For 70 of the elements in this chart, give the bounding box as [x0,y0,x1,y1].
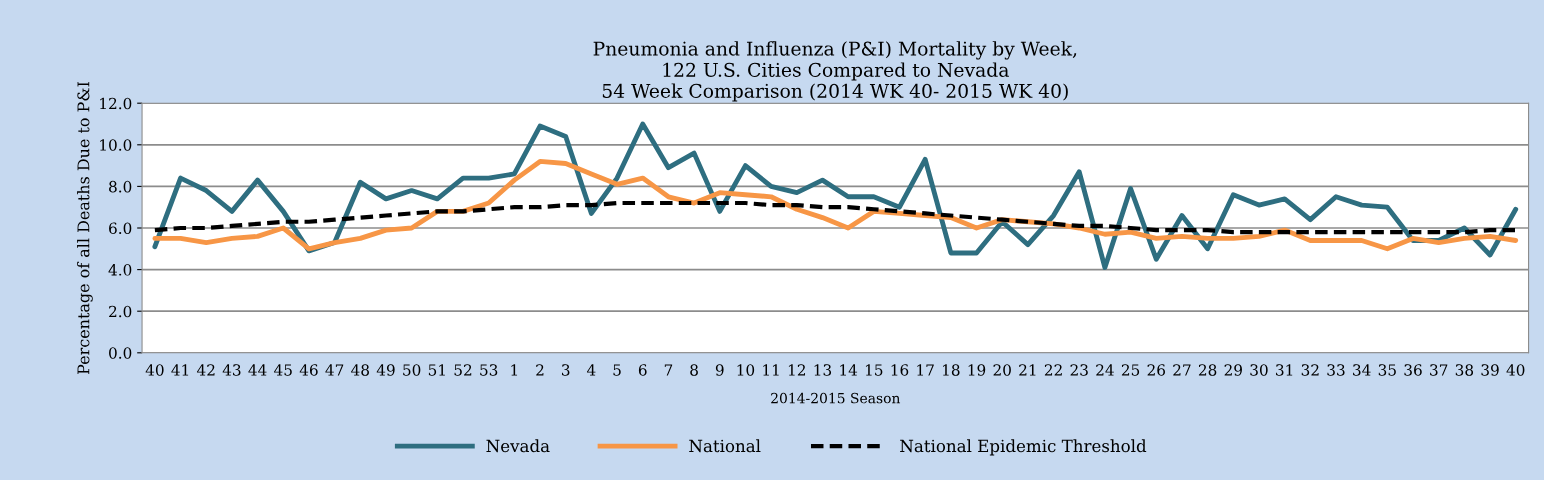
x-tick-label: 47 [325,364,344,376]
x-tick-label: 49 [376,364,395,376]
x-tick-label: 40 [145,364,164,376]
x-tick-label: 29 [1224,364,1242,376]
x-tick-label: 15 [865,364,883,376]
y-tick-label: 12.0 [100,97,132,110]
x-tick-label: 52 [454,364,472,376]
chart-title: Pneumonia and Influenza (P&I) Mortality by Week, 122 U.S. Cities Compared to Nevada 54 Week Comparison (2014 WK 40- 2015 WK 40) [593,41,1077,102]
y-tick-label: 4.0 [108,264,132,276]
x-tick-label: 41 [171,364,189,376]
x-tick-label: 7 [664,364,673,376]
x-tick-label: 17 [917,364,934,376]
x-tick-label: 25 [1121,364,1140,376]
y-tick-label: 0.0 [109,347,132,359]
line-series [152,200,1518,235]
x-tick-label: 4 [586,364,596,376]
x-tick-label: 10 [737,364,755,376]
x-tick-label: 34 [1353,364,1371,376]
x-tick-label: 26 [1147,364,1166,376]
x-tick-label: 53 [480,364,498,376]
x-tick-label: 23 [1070,364,1088,376]
x-tick-label: 19 [968,364,986,376]
x-tick-label: 30 [1250,364,1268,376]
y-axis-title: Percentage of all Deaths Due to P&I [77,82,93,374]
line-series [152,159,1519,252]
x-tick-label: 8 [690,364,698,376]
x-tick-label: 27 [1173,364,1191,376]
x-tick-label: 40 [1506,364,1525,376]
x-tick-label: 38 [1455,364,1474,376]
x-tick-label: 48 [351,364,369,376]
x-tick-label: 11 [763,364,779,376]
y-tick-label: 8.0 [109,180,132,193]
line-series [152,121,1519,270]
x-tick-label: 33 [1327,364,1345,376]
legend-label: National [689,439,761,453]
x-tick-label: 16 [891,364,909,376]
legend-label: Nevada [486,439,550,453]
x-tick-label: 14 [840,364,858,376]
x-tick-label: 21 [1019,364,1036,376]
x-tick-label: 5 [613,364,621,376]
x-tick-label: 42 [196,364,215,376]
x-tick-label: 36 [1404,364,1422,376]
x-tick-label: 3 [562,364,570,376]
y-tick-label: 10.0 [100,139,132,151]
x-tick-label: 24 [1096,364,1114,376]
x-tick-label: 50 [403,364,421,376]
x-tick-label: 20 [993,364,1011,376]
x-tick-label: 43 [222,364,241,376]
x-tick-label: 2 [536,364,544,376]
x-tick-label: 31 [1276,364,1293,376]
x-tick-label: 13 [814,364,832,376]
x-tick-label: 37 [1430,364,1448,376]
x-tick-label: 51 [428,364,445,376]
x-tick-label: 12 [788,364,806,376]
y-tick-label: 2.0 [109,305,132,318]
x-tick-label: 1 [511,364,518,376]
x-tick-label: 32 [1301,364,1319,376]
x-tick-label: 6 [638,364,647,376]
x-tick-label: 44 [248,364,267,376]
x-tick-label: 46 [299,364,318,376]
x-tick-label: 45 [274,364,292,376]
legend-label: National Epidemic Threshold [900,439,1147,456]
x-tick-label: 22 [1044,364,1062,376]
x-tick-label: 28 [1198,364,1217,376]
x-tick-label: 9 [715,364,724,376]
y-tick-label: 6.0 [109,222,132,235]
x-tick-label: 18 [942,364,960,376]
x-tick-label: 39 [1481,364,1499,376]
x-tick-label: 35 [1378,364,1396,376]
x-axis-title: 2014-2015 Season [771,392,901,404]
